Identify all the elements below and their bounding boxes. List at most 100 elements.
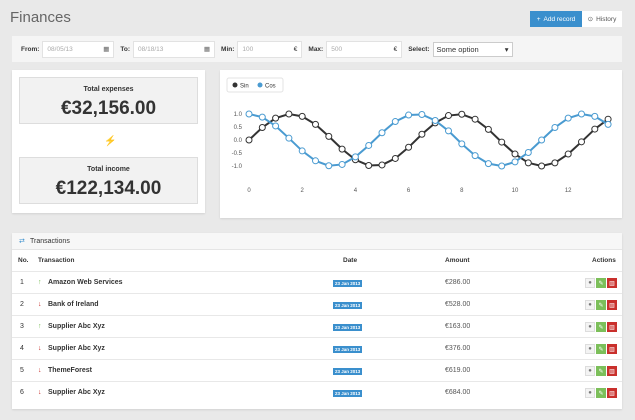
- cos-point: [484, 160, 492, 168]
- date-badge: 23 Jan 2013: [333, 280, 363, 287]
- view-eye-icon[interactable]: ●: [585, 300, 595, 310]
- col-amount: Amount: [445, 257, 470, 264]
- amount: €619.00: [445, 367, 471, 374]
- arrow-down-icon: ↓: [38, 345, 42, 352]
- date-badge: 23 Jan 2013: [333, 346, 363, 353]
- view-eye-icon[interactable]: ●: [585, 388, 595, 398]
- delete-trash-icon[interactable]: ▥: [607, 300, 617, 310]
- table-row: 2 ↓ Bank of Ireland 23 Jan 2013 €528.00 …: [12, 293, 622, 315]
- edit-pencil-icon[interactable]: ✎: [596, 344, 606, 354]
- transactions-header: ⇄ Transactions: [12, 233, 622, 250]
- history-button[interactable]: ⊙ History: [582, 11, 622, 27]
- sin-point: [285, 110, 293, 118]
- sin-point: [458, 110, 466, 118]
- table-row: 5 ↓ ThemeForest 23 Jan 2013 €619.00 ● ✎ …: [12, 359, 622, 381]
- add-record-button[interactable]: + Add record: [530, 11, 582, 27]
- total-expenses-card: Total expenses €32,156.00: [19, 77, 198, 124]
- select-label: Select:: [408, 45, 430, 53]
- table-row: 1 ↑ Amazon Web Services 23 Jan 2013 €286…: [12, 271, 622, 293]
- sin-point: [578, 138, 585, 146]
- y-tick-label: -1.0: [232, 164, 243, 170]
- cos-point: [471, 152, 479, 160]
- sin-point: [445, 112, 452, 120]
- cos-point: [604, 120, 612, 128]
- totals-panel: Total expenses €32,156.00 ⚡ Total income…: [12, 70, 205, 213]
- cos-point: [538, 136, 546, 144]
- view-eye-icon[interactable]: ●: [585, 322, 595, 332]
- cos-line: [248, 112, 609, 168]
- income-label: Total income: [87, 166, 130, 173]
- arrow-down-icon: ↓: [38, 301, 42, 308]
- sin-point: [564, 150, 572, 158]
- select-value: Some option: [436, 44, 479, 54]
- row-number: 4: [20, 345, 24, 352]
- sin-point: [591, 125, 599, 133]
- cos-point: [405, 111, 413, 119]
- calendar-icon[interactable]: ▦: [203, 46, 211, 53]
- date-badge: 23 Jan 2013: [333, 324, 363, 331]
- delete-trash-icon[interactable]: ▥: [607, 322, 617, 332]
- cos-point: [285, 134, 293, 142]
- edit-pencil-icon[interactable]: ✎: [596, 300, 606, 310]
- view-eye-icon[interactable]: ●: [585, 278, 595, 288]
- date-badge: 23 Jan 2013: [333, 302, 363, 309]
- x-tick-label: 10: [512, 188, 519, 194]
- dropdown-arrow-icon[interactable]: ▾: [504, 44, 509, 54]
- view-eye-icon[interactable]: ●: [585, 366, 595, 376]
- cos-point: [591, 112, 599, 120]
- x-tick-label: 0: [247, 188, 251, 194]
- table-row: 6 ↓ Supplier Abc Xyz 23 Jan 2013 €684.00…: [12, 381, 622, 403]
- transaction-name: Bank of Ireland: [48, 301, 99, 308]
- transaction-name: Supplier Abc Xyz: [48, 389, 105, 396]
- row-number: 5: [20, 367, 24, 374]
- cos-point: [524, 148, 532, 156]
- sin-point: [391, 154, 399, 162]
- page-title: Finances: [10, 9, 71, 26]
- y-tick-label: 1.0: [234, 112, 243, 118]
- view-eye-icon[interactable]: ●: [585, 344, 595, 354]
- min-input[interactable]: 100 €: [237, 40, 303, 58]
- delete-trash-icon[interactable]: ▥: [607, 388, 617, 398]
- option-select[interactable]: Some option ▾: [432, 41, 513, 57]
- expenses-value: €32,156.00: [60, 98, 157, 119]
- row-number: 3: [20, 323, 24, 330]
- edit-pencil-icon[interactable]: ✎: [596, 388, 606, 398]
- edit-pencil-icon[interactable]: ✎: [596, 278, 606, 288]
- add-record-label: Add record: [543, 15, 576, 23]
- legend-sin: Sin: [240, 84, 249, 90]
- row-number: 6: [20, 389, 24, 396]
- to-date-input[interactable]: 08/18/13 ▦: [133, 40, 216, 58]
- amount: €528.00: [445, 301, 471, 308]
- legend-box: [226, 77, 284, 93]
- delete-trash-icon[interactable]: ▥: [607, 366, 617, 376]
- sin-point: [298, 112, 306, 120]
- sin-point: [405, 143, 413, 151]
- x-tick-label: 2: [301, 188, 305, 194]
- income-value: €122,134.00: [55, 178, 162, 199]
- amount: €684.00: [445, 389, 471, 396]
- chart-svg: Sin Cos 1.0 0.5 0.0 -0.5 -1.0 0 2 4 6 8 10 12: [226, 77, 612, 194]
- arrow-up-icon: ↑: [38, 279, 42, 286]
- sin-point: [471, 115, 479, 123]
- cos-point: [338, 160, 346, 168]
- calendar-icon[interactable]: ▦: [103, 46, 110, 53]
- expenses-label: Total expenses: [83, 86, 134, 93]
- from-date-input[interactable]: 08/05/13 ▦: [42, 40, 115, 58]
- cos-point: [458, 140, 466, 148]
- max-input[interactable]: 500 €: [326, 40, 403, 58]
- sin-point: [365, 161, 373, 169]
- col-date: Date: [343, 257, 358, 264]
- cos-point: [418, 111, 426, 119]
- cos-point: [391, 118, 399, 126]
- edit-pencil-icon[interactable]: ✎: [596, 322, 606, 332]
- x-tick-label: 12: [565, 188, 572, 194]
- cos-point: [351, 153, 359, 161]
- date-badge: 23 Jan 2013: [333, 368, 363, 375]
- col-no: No.: [18, 257, 29, 264]
- cos-point: [272, 122, 280, 130]
- edit-pencil-icon[interactable]: ✎: [596, 366, 606, 376]
- to-value: 08/18/13: [138, 45, 164, 53]
- delete-trash-icon[interactable]: ▥: [607, 278, 617, 288]
- delete-trash-icon[interactable]: ▥: [607, 344, 617, 354]
- arrow-up-icon: ↑: [38, 323, 42, 330]
